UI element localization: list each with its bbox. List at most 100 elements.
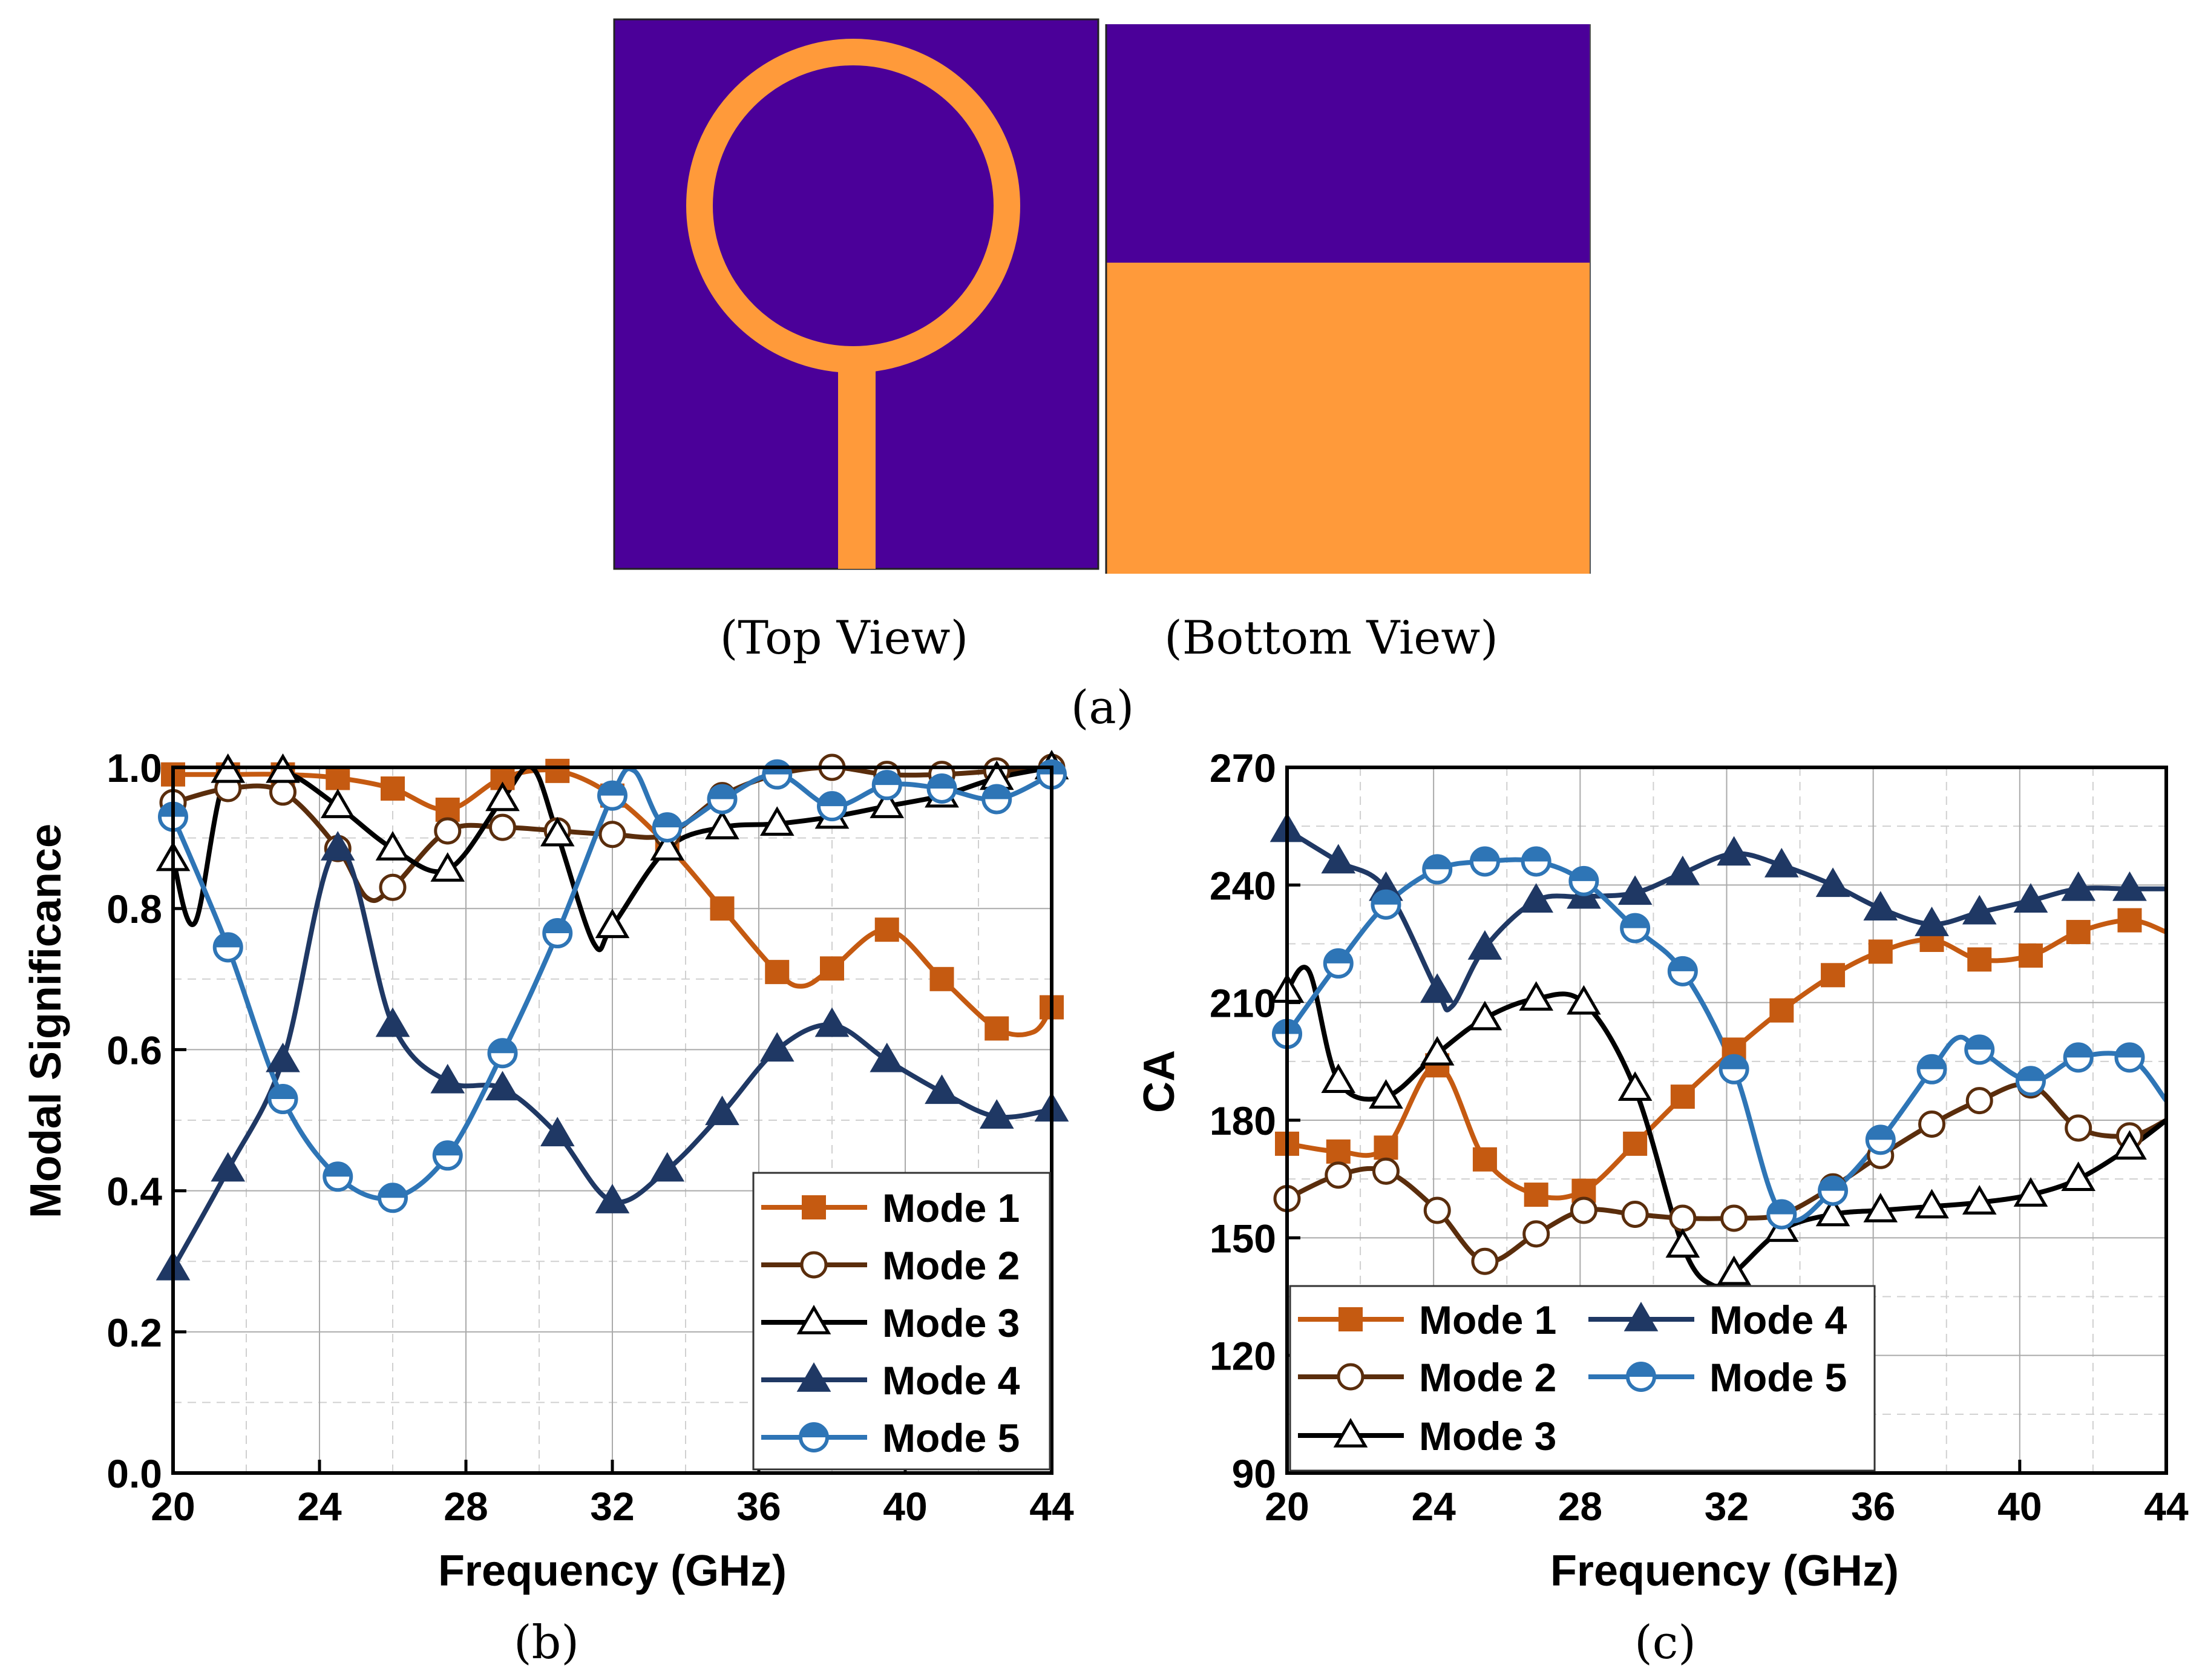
ring-resonator	[686, 39, 1020, 373]
marker-mode-3	[1717, 1255, 1751, 1285]
marker-mode-5-fill	[1372, 891, 1400, 905]
y-tick-label: 270	[1210, 746, 1276, 790]
legend-label: Mode 5	[882, 1416, 1020, 1460]
marker-mode-2	[1325, 1161, 1352, 1189]
marker-mode-1	[710, 896, 735, 921]
marker-mode-3	[1617, 1071, 1653, 1101]
marker-mode-5-fill	[1820, 1177, 1847, 1191]
marker-mode-4	[1863, 891, 1898, 920]
marker-mode-4	[320, 831, 355, 861]
marker-mode-2	[1423, 1196, 1451, 1224]
marker-mode-4	[2112, 871, 2147, 901]
y-tick-label: 0.0	[106, 1451, 162, 1496]
marker-mode-1	[929, 966, 954, 991]
marker-mode-1	[381, 776, 405, 801]
bottom-view-caption: (Bottom View)	[1164, 611, 1498, 664]
marker-mode-3	[759, 806, 795, 836]
legend: Mode 1 Mode 2 Mode 3 Mode 4 Mode 5	[752, 1172, 1051, 1471]
marker-mode-4	[375, 1007, 410, 1037]
marker-mode-4	[814, 1007, 850, 1037]
marker-mode-4	[650, 1152, 685, 1182]
marker-mode-2	[489, 813, 516, 841]
marker-mode-1	[1821, 963, 1846, 988]
marker-mode-5-fill	[1325, 950, 1352, 963]
marker-mode-5-fill	[1768, 1201, 1795, 1215]
marker-mode-3	[2112, 1130, 2147, 1160]
legend-label: Mode 3	[1419, 1414, 1556, 1459]
marker-mode-4	[1764, 847, 1799, 878]
marker-mode-4	[1519, 883, 1554, 913]
marker-mode-2	[1669, 1204, 1697, 1232]
y-tick-label: 120	[1210, 1334, 1276, 1379]
x-tick-label: 24	[297, 1484, 342, 1529]
marker-mode-5-fill	[654, 814, 681, 828]
legend: Mode 1 Mode 2 Mode 3 Mode 4 Mode 5	[1289, 1285, 1876, 1472]
chart-characteristic-angle: Frequency (GHz) CA (c) 20 24 28 32 36 40 44 90 1…	[1135, 746, 2189, 1669]
marker-mode-4	[1665, 855, 1700, 885]
marker-mode-5-fill	[1669, 957, 1696, 971]
marker-mode-5-fill	[1570, 867, 1597, 881]
y-tick-label: 1.0	[106, 746, 162, 790]
legend-item-mode-2: Mode 2	[1298, 1355, 1556, 1400]
legend-label: Mode 2	[1419, 1355, 1556, 1400]
legend-item-mode-5: Mode 5	[1588, 1355, 1847, 1400]
marker-mode-5-fill	[434, 1142, 461, 1156]
chart-c-ylabel: CA	[1135, 1050, 1184, 1113]
marker-mode-1	[985, 1016, 1009, 1041]
marker-mode-2	[1918, 1110, 1946, 1138]
marker-mode-4	[540, 1117, 575, 1147]
legend-marker	[800, 1251, 828, 1279]
marker-mode-4	[759, 1032, 795, 1062]
feed-line	[838, 370, 876, 569]
x-tick-label: 24	[1411, 1484, 1456, 1529]
x-tick-label: 20	[1265, 1484, 1309, 1529]
legend-label: Mode 4	[882, 1358, 1020, 1403]
marker-mode-5-fill	[983, 786, 1011, 799]
marker-mode-4	[870, 1042, 905, 1072]
marker-mode-5-fill	[1966, 1036, 1993, 1050]
x-tick-label: 44	[2144, 1484, 2189, 1529]
marker-mode-5-fill	[269, 1086, 297, 1100]
marker-mode-4	[266, 1042, 300, 1072]
x-tick-label: 40	[883, 1484, 927, 1529]
marker-mode-5-fill	[873, 772, 900, 786]
marker-mode-2	[379, 873, 407, 901]
marker-mode-3	[595, 908, 630, 939]
legend-marker	[1333, 1418, 1368, 1448]
bottom-view-panel	[1105, 24, 1591, 574]
y-tick-label: 90	[1232, 1451, 1276, 1496]
ground-plane	[1106, 263, 1590, 574]
legend-item-mode-5: Mode 5	[761, 1416, 1020, 1460]
marker-mode-1	[1769, 998, 1794, 1023]
marker-mode-1	[820, 956, 844, 981]
legend-marker	[1623, 1302, 1659, 1331]
marker-mode-2	[598, 821, 626, 848]
marker-mode-3	[375, 831, 410, 861]
marker-mode-4	[1962, 894, 1997, 925]
legend-label: Mode 1	[882, 1186, 1020, 1230]
chart-b-ylabel: Modal Significance	[22, 824, 70, 1218]
marker-mode-3	[1369, 1079, 1403, 1109]
marker-mode-2	[1570, 1196, 1597, 1224]
y-tick-label: 0.6	[106, 1028, 162, 1072]
legend-marker	[796, 1305, 831, 1334]
marker-mode-5-fill	[489, 1040, 516, 1054]
marker-mode-5-fill	[599, 782, 626, 796]
marker-mode-5-fill	[544, 920, 571, 934]
top-view-caption: (Top View)	[720, 611, 969, 664]
legend-label: Mode 2	[882, 1243, 1020, 1288]
marker-mode-4	[925, 1074, 959, 1104]
marker-mode-1	[765, 960, 790, 985]
marker-mode-3	[1420, 1035, 1455, 1066]
marker-mode-4	[705, 1095, 739, 1126]
marker-mode-4	[1420, 973, 1455, 1003]
marker-mode-1	[1623, 1131, 1648, 1156]
y-tick-label: 210	[1210, 981, 1276, 1026]
panel-label-b: (b)	[514, 1615, 579, 1669]
marker-mode-3	[705, 810, 739, 839]
marker-mode-3	[1321, 1063, 1356, 1094]
marker-mode-4	[1915, 907, 1949, 936]
marker-mode-3	[1665, 1228, 1700, 1258]
marker-mode-3	[2061, 1161, 2096, 1191]
